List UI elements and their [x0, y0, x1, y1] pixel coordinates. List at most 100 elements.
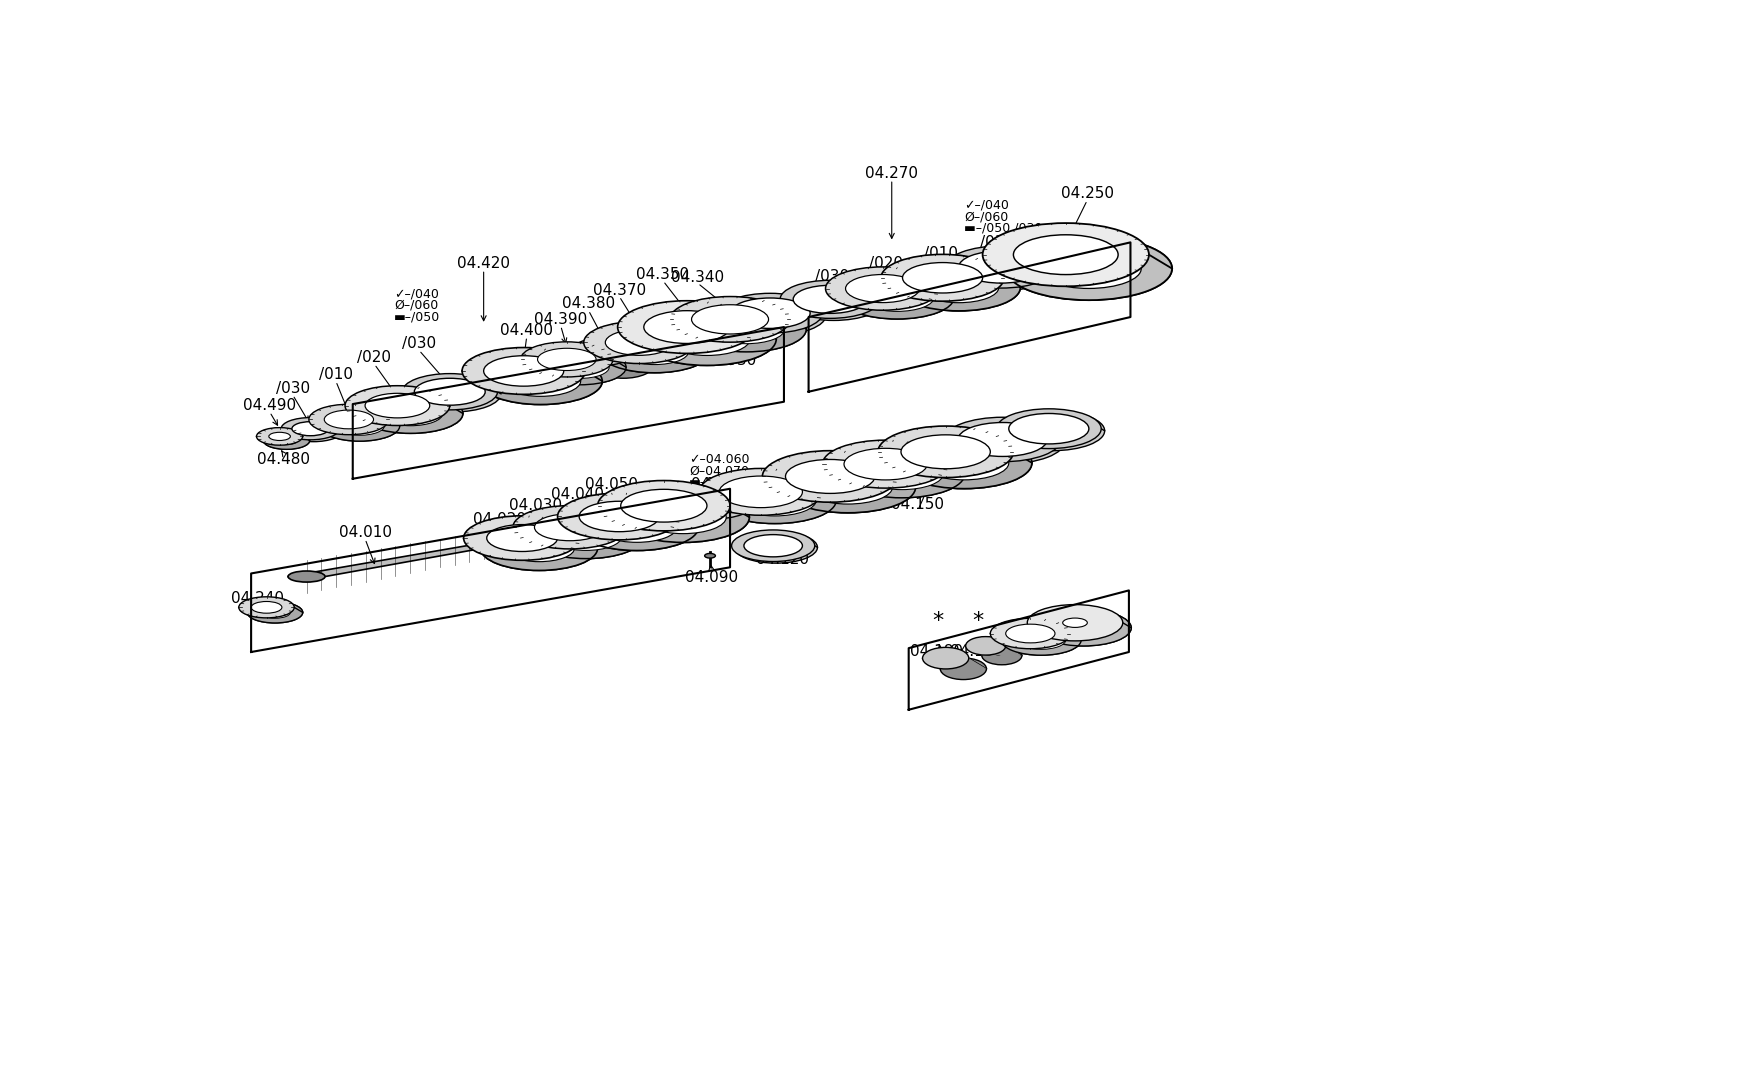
Polygon shape: [463, 516, 596, 548]
Ellipse shape: [1056, 632, 1063, 635]
Ellipse shape: [880, 255, 1003, 301]
Text: 04.380: 04.380: [562, 296, 614, 311]
Polygon shape: [670, 319, 805, 352]
Polygon shape: [983, 223, 1172, 269]
Ellipse shape: [796, 288, 870, 316]
Ellipse shape: [550, 356, 609, 379]
Ellipse shape: [263, 432, 310, 449]
Polygon shape: [344, 385, 463, 413]
Ellipse shape: [762, 450, 897, 502]
Ellipse shape: [292, 422, 329, 435]
Ellipse shape: [513, 506, 626, 549]
Ellipse shape: [716, 293, 823, 333]
Ellipse shape: [576, 504, 697, 550]
Ellipse shape: [483, 538, 513, 547]
Polygon shape: [699, 469, 836, 500]
Text: 04.050: 04.050: [584, 476, 638, 491]
Text: Ø–04.070: Ø–04.070: [689, 464, 750, 477]
Ellipse shape: [746, 536, 805, 559]
Polygon shape: [513, 528, 643, 559]
Polygon shape: [238, 608, 303, 623]
Ellipse shape: [1000, 625, 1080, 655]
Text: ✓–/040: ✓–/040: [395, 288, 438, 301]
Ellipse shape: [1026, 605, 1122, 641]
Ellipse shape: [965, 637, 1005, 655]
Text: 04.140: 04.140: [856, 458, 908, 473]
Ellipse shape: [503, 535, 574, 562]
Polygon shape: [556, 493, 697, 528]
Polygon shape: [824, 266, 953, 297]
Ellipse shape: [1028, 643, 1033, 645]
Polygon shape: [965, 646, 1021, 656]
Ellipse shape: [414, 379, 485, 406]
Text: /030: /030: [979, 234, 1014, 250]
Text: 04.110: 04.110: [690, 476, 744, 491]
Ellipse shape: [1016, 630, 1066, 649]
Ellipse shape: [1012, 234, 1118, 275]
Ellipse shape: [323, 410, 374, 429]
Ellipse shape: [744, 535, 802, 556]
Polygon shape: [670, 296, 805, 330]
Ellipse shape: [501, 366, 581, 396]
Ellipse shape: [922, 647, 969, 669]
Ellipse shape: [897, 264, 1019, 311]
Polygon shape: [878, 452, 1031, 489]
Ellipse shape: [534, 514, 605, 540]
Ellipse shape: [640, 501, 725, 534]
Ellipse shape: [605, 330, 673, 355]
Ellipse shape: [617, 492, 750, 542]
Ellipse shape: [998, 632, 1003, 635]
Ellipse shape: [901, 434, 989, 469]
Ellipse shape: [256, 428, 303, 445]
Text: 04.180: 04.180: [949, 644, 1002, 659]
Ellipse shape: [838, 449, 965, 498]
Ellipse shape: [1005, 236, 1172, 301]
Ellipse shape: [596, 511, 676, 542]
Ellipse shape: [1005, 624, 1054, 643]
Polygon shape: [762, 476, 915, 513]
Ellipse shape: [783, 282, 883, 320]
Ellipse shape: [676, 490, 753, 519]
Ellipse shape: [840, 276, 953, 319]
Ellipse shape: [720, 295, 826, 335]
Ellipse shape: [487, 524, 556, 551]
Ellipse shape: [1028, 622, 1033, 624]
Ellipse shape: [713, 477, 836, 523]
Polygon shape: [699, 492, 836, 523]
Ellipse shape: [621, 339, 689, 365]
Ellipse shape: [734, 300, 814, 331]
Ellipse shape: [296, 424, 332, 438]
Text: 04.130: 04.130: [810, 482, 864, 496]
Polygon shape: [989, 633, 1080, 655]
Ellipse shape: [983, 223, 1148, 287]
Text: 04.020: 04.020: [473, 513, 525, 528]
Ellipse shape: [579, 501, 659, 532]
Ellipse shape: [948, 419, 1064, 463]
Ellipse shape: [275, 437, 297, 445]
Ellipse shape: [670, 296, 790, 342]
Text: 04.180: 04.180: [909, 644, 962, 659]
Text: 04.200: 04.200: [1042, 629, 1096, 644]
Ellipse shape: [478, 357, 602, 404]
Ellipse shape: [896, 438, 1031, 489]
Ellipse shape: [402, 373, 497, 410]
Polygon shape: [520, 360, 626, 385]
Ellipse shape: [636, 312, 776, 366]
Ellipse shape: [529, 516, 643, 559]
Ellipse shape: [779, 461, 915, 513]
Ellipse shape: [1071, 623, 1096, 632]
Ellipse shape: [996, 409, 1101, 448]
Ellipse shape: [643, 310, 730, 343]
Ellipse shape: [843, 448, 927, 480]
Ellipse shape: [678, 491, 756, 521]
Polygon shape: [463, 348, 602, 381]
Ellipse shape: [685, 306, 805, 352]
Ellipse shape: [699, 469, 823, 516]
Text: 04.340: 04.340: [671, 270, 723, 285]
Ellipse shape: [958, 250, 1043, 284]
Ellipse shape: [1009, 413, 1089, 444]
Ellipse shape: [718, 476, 802, 507]
Ellipse shape: [793, 286, 866, 314]
Polygon shape: [583, 321, 710, 352]
Ellipse shape: [939, 658, 986, 679]
